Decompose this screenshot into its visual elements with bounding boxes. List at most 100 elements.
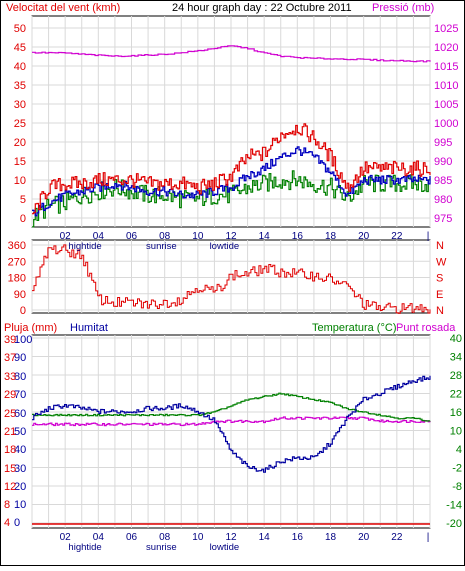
- rain-tick: 15: [4, 463, 16, 475]
- wind-speed-tick: 35: [14, 80, 26, 92]
- wind-direction-line: [32, 244, 431, 314]
- hour-label-bottom: 08: [159, 532, 171, 543]
- rain-tick: 4: [4, 517, 10, 529]
- humidity-legend: Humitat: [70, 322, 108, 334]
- pressure-tick: 1025: [434, 23, 458, 35]
- hour-label-top: 14: [259, 231, 271, 242]
- temperature-tick: -20: [446, 518, 462, 530]
- wind-speed-tick: 20: [14, 137, 26, 149]
- humidity-tick: 40: [14, 444, 26, 456]
- rain-tick: 18: [4, 444, 16, 456]
- dewpoint-line: [32, 416, 431, 427]
- dewpoint-legend: Punt rosada: [396, 322, 456, 334]
- hour-label-bottom: 02: [60, 532, 72, 543]
- wind-speed-tick: 10: [14, 175, 26, 187]
- rain-tick: 37: [4, 352, 16, 364]
- pressure-tick: 990: [434, 156, 452, 168]
- wind-speed-tick: 40: [14, 61, 26, 73]
- hour-label-top: 22: [391, 231, 403, 242]
- wind-speed-tick: 50: [14, 23, 26, 35]
- rain-tick: 12: [4, 481, 16, 493]
- temperature-tick: -2: [452, 463, 462, 475]
- pressure-line: [32, 45, 431, 63]
- hour-label-bottom: 06: [126, 532, 138, 543]
- pressure-tick: 1020: [434, 42, 458, 54]
- wind-speed-tick: 15: [14, 156, 26, 168]
- compass-label: N: [436, 240, 444, 252]
- hour-label-bottom: 12: [225, 532, 237, 543]
- hour-label-bottom: 04: [93, 532, 105, 543]
- humidity-tick: 30: [14, 463, 26, 475]
- humidity-tick: 20: [14, 481, 26, 493]
- hour-label-top: 02: [60, 231, 72, 242]
- pressure-tick: 995: [434, 137, 452, 149]
- rain-tick: 21: [4, 426, 16, 438]
- rain-tick: 8: [4, 499, 10, 511]
- rain-tick: 25: [4, 408, 16, 420]
- hour-label-bottom: 14: [259, 532, 271, 543]
- hour-label-bottom: 16: [292, 532, 304, 543]
- hightide-label-top: hightide: [68, 241, 101, 252]
- wind-speed-axis-title: Velocitat del vent (kmh): [6, 2, 120, 14]
- hour-label-top: 12: [225, 231, 237, 242]
- sunrise-label-bottom: sunrise: [146, 542, 177, 553]
- humidity-tick: 90: [14, 352, 26, 364]
- lowtide-label-bottom: lowtide: [210, 542, 240, 553]
- hightide-label-bottom: hightide: [68, 542, 101, 553]
- temperature-tick: 40: [450, 333, 462, 345]
- direction-tick: 180: [8, 273, 26, 285]
- humidity-tick: 50: [14, 426, 26, 438]
- direction-tick: 360: [8, 240, 26, 252]
- compass-label: S: [436, 273, 443, 285]
- temperature-tick: 10: [450, 426, 462, 438]
- rain-tick: 33: [4, 371, 16, 383]
- plot-lines: [32, 45, 431, 525]
- pressure-tick: 1005: [434, 99, 458, 111]
- compass-label: W: [436, 256, 447, 268]
- pressure-tick: 1015: [434, 61, 458, 73]
- axis-end-mark-top: |: [427, 231, 430, 242]
- temperature-tick: 34: [450, 352, 462, 364]
- temperature-tick: -14: [446, 500, 462, 512]
- pressure-tick: 975: [434, 213, 452, 225]
- temperature-line: [32, 392, 431, 422]
- humidity-line: [32, 375, 431, 473]
- humidity-tick: 100: [14, 334, 32, 346]
- wind-speed-tick: 5: [20, 194, 26, 206]
- pressure-tick: 1000: [434, 118, 458, 130]
- humidity-tick: 60: [14, 408, 26, 420]
- hour-label-top: 08: [159, 231, 171, 242]
- pressure-tick: 1010: [434, 80, 458, 92]
- humidity-tick: 80: [14, 371, 26, 383]
- hour-label-bottom: 22: [391, 532, 403, 543]
- chart-title: 24 hour graph day : 22 Octubre 2011: [172, 2, 352, 14]
- lowtide-label-top: lowtide: [210, 241, 240, 252]
- direction-tick: 0: [20, 305, 26, 317]
- compass-label: N: [436, 305, 444, 317]
- pressure-axis-title: Pressió (mb): [372, 2, 434, 14]
- temperature-tick: 28: [450, 370, 462, 382]
- rain-axis-title: Pluja (mm): [4, 322, 57, 334]
- sunrise-label-top: sunrise: [146, 241, 177, 252]
- temperature-tick: 16: [450, 407, 462, 419]
- hour-label-top: 20: [358, 231, 370, 242]
- temperature-legend: Temperatura (°C): [312, 322, 396, 334]
- temperature-tick: -8: [452, 481, 462, 493]
- direction-tick: 90: [14, 289, 26, 301]
- wind-speed-tick: 45: [14, 42, 26, 54]
- pressure-tick: 985: [434, 175, 452, 187]
- wind-gust-line: [32, 123, 431, 215]
- hour-label-top: 06: [126, 231, 138, 242]
- hour-label-bottom: 10: [192, 532, 204, 543]
- rain-tick: 39: [4, 334, 16, 346]
- hour-label-bottom: 18: [325, 532, 337, 543]
- hour-label-top: 16: [292, 231, 304, 242]
- wind-speed-tick: 25: [14, 118, 26, 130]
- wind-speed-tick: 30: [14, 99, 26, 111]
- humidity-tick: 0: [14, 517, 20, 529]
- humidity-tick: 10: [14, 499, 26, 511]
- hour-label-top: 10: [192, 231, 204, 242]
- temperature-tick: 4: [456, 444, 462, 456]
